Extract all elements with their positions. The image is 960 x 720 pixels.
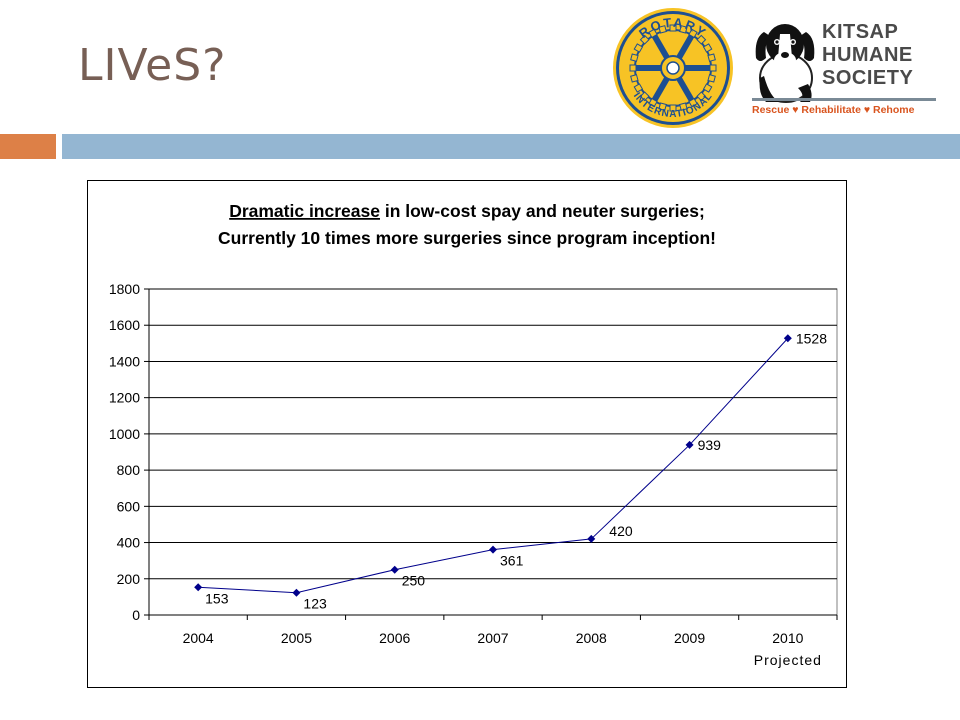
chart-title-underlined: Dramatic increase [229, 201, 380, 221]
y-tick-label: 1400 [109, 353, 140, 369]
data-label: 250 [402, 573, 426, 589]
data-label: 1528 [796, 330, 827, 346]
y-tick-label: 400 [117, 535, 141, 551]
y-tick-label: 0 [132, 607, 140, 623]
title-accent-bar-orange [0, 134, 56, 159]
data-point [489, 545, 497, 554]
y-tick-label: 1800 [109, 281, 140, 297]
chart-frame: Dramatic increase in low-cost spay and n… [87, 180, 847, 688]
rotary-cog-tooth [639, 91, 650, 102]
y-tick-label: 600 [117, 498, 141, 514]
x-tick-label: 2009 [674, 630, 705, 646]
data-label: 153 [205, 590, 229, 606]
kitsap-humane-society-logo: KITSAP HUMANE SOCIETY Rescue ♥ Rehabilit… [750, 18, 940, 122]
rotary-international-logo: ROTARY INTERNATIONAL [613, 8, 733, 128]
x-tick-label: 2010 [772, 630, 803, 646]
x-tick-label: 2004 [183, 630, 214, 646]
rotary-cog-tooth [707, 53, 716, 62]
rotary-cog-tooth [669, 104, 677, 112]
rotary-cog-tooth [688, 97, 698, 108]
rotary-spoke [651, 33, 671, 61]
rotary-cog-tooth [696, 91, 707, 102]
surgeries-line-chart: Dramatic increase in low-cost spay and n… [109, 201, 838, 668]
rotary-spoke [651, 75, 671, 103]
plot-area [148, 288, 838, 616]
dog-icon [755, 24, 815, 103]
rotary-cog-tooth [658, 102, 667, 111]
data-label: 939 [698, 437, 722, 453]
y-tick-label: 1000 [109, 426, 140, 442]
rotary-cog-tooth [688, 28, 698, 39]
rotary-cog-tooth [629, 64, 637, 72]
data-point [292, 588, 301, 597]
y-tick-label: 1200 [109, 390, 140, 406]
data-label: 123 [303, 596, 327, 612]
khs-name-line2: HUMANE [822, 44, 913, 66]
khs-name-line3: SOCIETY [822, 67, 914, 89]
y-tick-label: 1600 [109, 317, 140, 333]
chart-title-line2: Currently 10 times more surgeries since … [218, 228, 716, 248]
y-tick-label: 200 [117, 571, 141, 587]
series-line [198, 337, 789, 594]
data-point [587, 534, 596, 543]
khs-name-line1: KITSAP [822, 21, 899, 43]
title-accent-bar-blue [62, 134, 960, 159]
x-tick-label: 2008 [576, 630, 607, 646]
rotary-cog-tooth [639, 34, 650, 45]
rotary-cog-tooth [707, 74, 716, 83]
x-tick-label: 2007 [477, 630, 508, 646]
data-label: 361 [500, 553, 524, 569]
rotary-cog-tooth [679, 25, 688, 34]
rotary-cog-tooth [630, 74, 639, 83]
rotary-cog-tooth [696, 34, 707, 45]
rotary-cog-tooth [669, 24, 677, 32]
rotary-cog-tooth [709, 64, 717, 72]
y-tick-label: 800 [117, 462, 141, 478]
chart-title-line1: Dramatic increase in low-cost spay and n… [229, 201, 705, 221]
rotary-cog-tooth [658, 25, 667, 34]
rotary-cog-tooth [630, 53, 639, 62]
data-point [783, 334, 792, 343]
rotary-cog-tooth [648, 28, 658, 39]
rotary-cog-tooth [702, 43, 713, 53]
data-label: 420 [609, 523, 633, 539]
data-point [390, 565, 399, 574]
rotary-spoke [675, 75, 695, 103]
x-tick-label: 2005 [281, 630, 312, 646]
rotary-cog-tooth [633, 43, 644, 53]
chart-title-rest: in low-cost spay and neuter surgeries; [380, 201, 705, 221]
slide-title: LIVeS? [78, 40, 227, 91]
rotary-cog-tooth [679, 102, 688, 111]
khs-tagline: Rescue ♥ Rehabilitate ♥ Rehome [752, 104, 915, 116]
khs-divider [752, 98, 936, 101]
data-point [685, 440, 694, 449]
rotary-spoke [675, 33, 695, 61]
x-tick-label: 2006 [379, 630, 410, 646]
rotary-cog-tooth [702, 83, 713, 93]
x-tick-sublabel: Projected [754, 652, 822, 668]
data-point [194, 583, 203, 592]
rotary-cog-tooth [648, 97, 658, 108]
rotary-cog-tooth [633, 83, 644, 93]
